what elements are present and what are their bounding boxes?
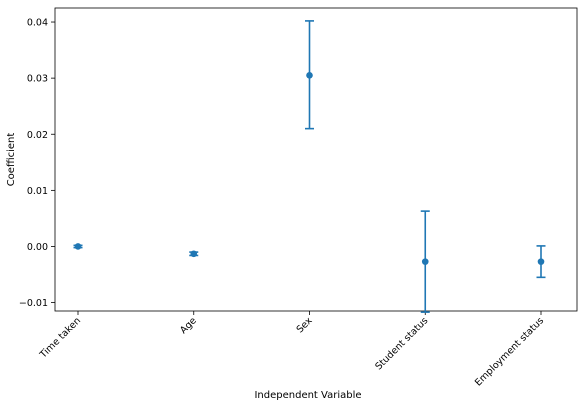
- data-point: [421, 258, 429, 265]
- x-axis-title: Independent Variable: [254, 390, 361, 401]
- y-tick-label: 0.03: [27, 74, 48, 85]
- y-tick-label: 0.02: [27, 130, 48, 141]
- y-axis: −0.01 0.00 0.01 0.02 0.03 0.04: [19, 18, 55, 309]
- x-axis: Time taken Age Sex Student status Employment…: [37, 311, 546, 388]
- x-tick-label: Employment status: [473, 315, 546, 388]
- plot-area: [54, 7, 578, 312]
- x-tick-label: Student status: [373, 315, 430, 372]
- y-tick-label: 0.04: [27, 18, 48, 29]
- x-tick-label: Sex: [295, 315, 315, 335]
- y-tick-label: 0.01: [27, 186, 48, 197]
- x-tick-label: Time taken: [37, 315, 83, 361]
- y-tick-label: 0.00: [27, 242, 48, 253]
- data-point: [306, 72, 313, 79]
- data-point: [537, 258, 545, 265]
- x-tick-label: Age: [178, 315, 199, 336]
- y-tick-label: −0.01: [19, 298, 48, 309]
- data-point: [190, 250, 198, 258]
- y-axis-title: Coefficient: [6, 133, 17, 187]
- data-point: [74, 243, 82, 250]
- error-bars: [73, 20, 546, 313]
